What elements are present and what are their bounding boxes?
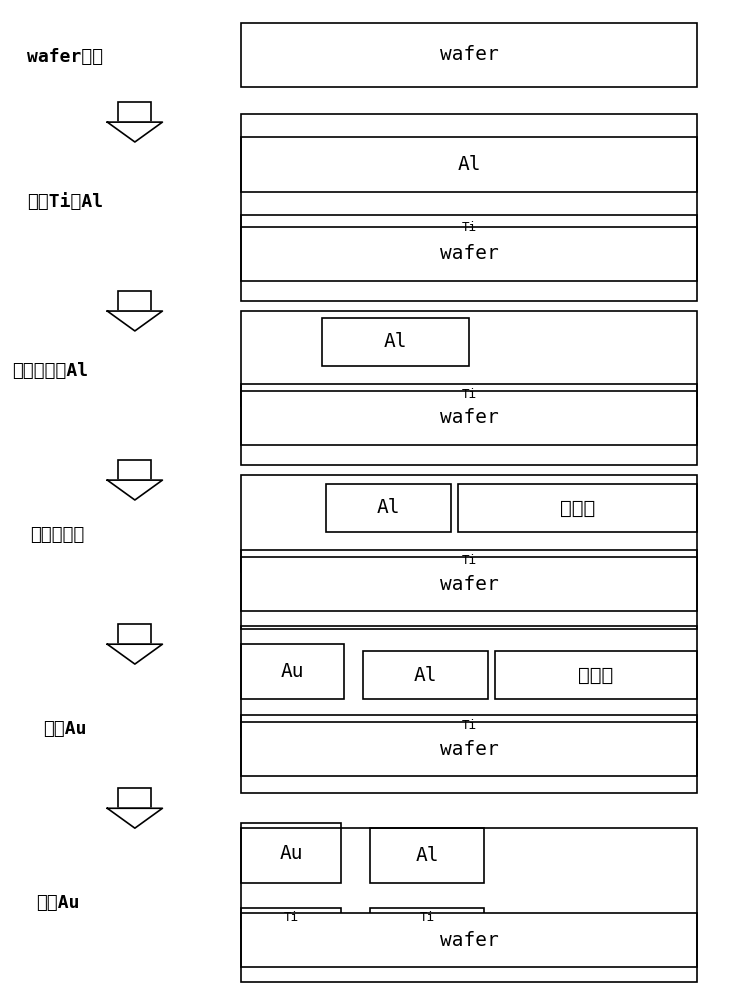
Text: Au: Au	[281, 662, 304, 681]
Text: 光刻，刻蚀Al: 光刻，刻蚀Al	[13, 362, 89, 380]
FancyBboxPatch shape	[322, 318, 469, 366]
Text: wafer: wafer	[440, 575, 498, 594]
Bar	[118, 624, 151, 644]
Polygon shape	[107, 122, 162, 142]
Text: wafer: wafer	[440, 244, 498, 263]
FancyBboxPatch shape	[326, 484, 451, 532]
Text: 光刻胶: 光刻胶	[578, 666, 614, 685]
Polygon shape	[107, 311, 162, 331]
Bar	[118, 291, 151, 311]
Text: wafer: wafer	[440, 931, 498, 950]
Bar	[118, 102, 151, 122]
Text: 溅射Ti，Al: 溅射Ti，Al	[27, 193, 103, 211]
FancyBboxPatch shape	[242, 823, 341, 883]
FancyBboxPatch shape	[458, 484, 697, 532]
Text: Au: Au	[279, 844, 303, 863]
Text: wafer清洗: wafer清洗	[27, 48, 103, 66]
Bar	[118, 460, 151, 480]
FancyBboxPatch shape	[242, 215, 697, 239]
Text: wafer: wafer	[440, 740, 498, 759]
Text: Ti: Ti	[462, 388, 477, 401]
FancyBboxPatch shape	[370, 908, 484, 928]
FancyBboxPatch shape	[242, 722, 697, 776]
FancyBboxPatch shape	[242, 550, 697, 572]
Polygon shape	[107, 644, 162, 664]
FancyBboxPatch shape	[242, 391, 697, 445]
Text: Ti: Ti	[462, 719, 477, 732]
FancyBboxPatch shape	[242, 908, 341, 928]
Text: 光刻胶: 光刻胶	[560, 498, 595, 517]
Text: 溅射Au: 溅射Au	[43, 720, 87, 738]
Text: Ti: Ti	[462, 554, 477, 567]
FancyBboxPatch shape	[495, 651, 697, 699]
Polygon shape	[107, 808, 162, 828]
Text: Al: Al	[376, 498, 400, 517]
FancyBboxPatch shape	[242, 227, 697, 281]
FancyBboxPatch shape	[363, 651, 487, 699]
Text: Al: Al	[384, 332, 408, 351]
Text: Ti: Ti	[420, 911, 434, 924]
Bar	[118, 788, 151, 808]
FancyBboxPatch shape	[242, 23, 697, 87]
Text: 剥离Au: 剥离Au	[36, 894, 80, 912]
Text: wafer: wafer	[440, 408, 498, 427]
Text: Al: Al	[414, 666, 437, 685]
FancyBboxPatch shape	[242, 913, 697, 967]
FancyBboxPatch shape	[242, 557, 697, 611]
Text: Al: Al	[458, 155, 481, 174]
FancyBboxPatch shape	[370, 828, 484, 883]
Text: Al: Al	[415, 846, 439, 865]
FancyBboxPatch shape	[242, 137, 697, 192]
Text: 涂胶，光刻: 涂胶，光刻	[31, 526, 85, 544]
Text: wafer: wafer	[440, 45, 498, 64]
FancyBboxPatch shape	[242, 644, 344, 699]
FancyBboxPatch shape	[242, 384, 697, 406]
FancyBboxPatch shape	[242, 715, 697, 737]
Text: Ti: Ti	[462, 221, 477, 234]
Text: Ti: Ti	[283, 911, 298, 924]
Polygon shape	[107, 480, 162, 500]
